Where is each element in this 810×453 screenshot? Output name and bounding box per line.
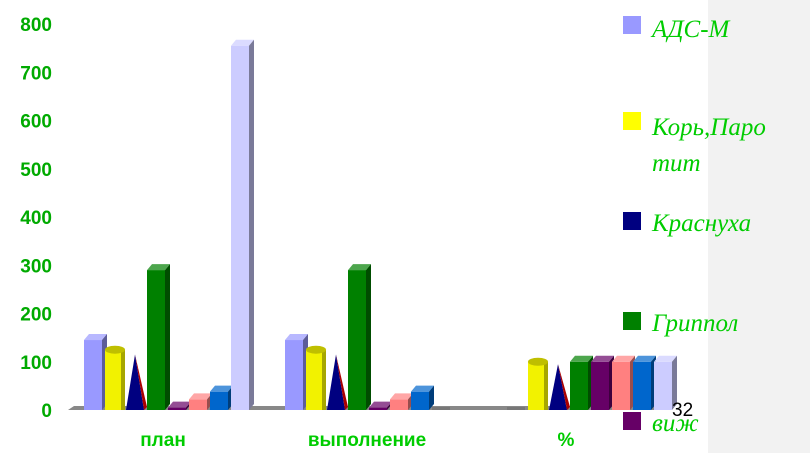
bar xyxy=(231,39,254,411)
bar xyxy=(105,345,125,410)
bar xyxy=(306,345,326,410)
bar xyxy=(549,364,570,410)
bar xyxy=(633,355,656,410)
y-tick-label: 300 xyxy=(20,256,52,277)
x-category-label: выполнение xyxy=(308,430,426,451)
bar xyxy=(570,355,593,410)
bar xyxy=(612,355,635,410)
legend-label: АДС-М xyxy=(652,16,730,43)
slide-number: 32 xyxy=(672,400,694,421)
bar xyxy=(348,264,371,410)
y-tick-label: 100 xyxy=(20,353,52,374)
legend-label: виж xyxy=(652,410,699,437)
y-tick-label: 700 xyxy=(20,63,52,84)
y-tick-label: 400 xyxy=(20,208,52,229)
bar xyxy=(432,407,450,410)
legend-label: Корь,Паро тит xyxy=(652,114,766,177)
bar xyxy=(126,354,147,410)
legend-label: Гриппол xyxy=(652,310,739,337)
x-category-label: % xyxy=(558,430,575,451)
y-axis-ticks: 0 100 200 300 400 500 600 700 800 xyxy=(20,15,52,422)
legend-swatch xyxy=(623,212,641,230)
bar xyxy=(654,355,677,410)
y-tick-label: 600 xyxy=(20,112,52,133)
legend-swatch xyxy=(623,112,641,130)
y-tick-label: 800 xyxy=(20,15,52,36)
side-strip xyxy=(708,0,810,453)
bar xyxy=(507,407,525,410)
bar xyxy=(327,354,348,410)
y-tick-label: 0 xyxy=(41,401,52,422)
bar xyxy=(591,355,614,410)
bar xyxy=(210,385,233,410)
bars xyxy=(84,39,677,411)
bar xyxy=(189,393,212,410)
y-tick-label: 200 xyxy=(20,305,52,326)
y-tick-label: 500 xyxy=(20,160,52,181)
legend-swatch xyxy=(623,412,641,430)
x-category-label: план xyxy=(140,430,186,451)
bar xyxy=(528,357,548,410)
bar xyxy=(84,334,107,410)
legend-swatch xyxy=(623,16,641,34)
bar xyxy=(390,393,413,410)
x-axis-categories: план выполнение% xyxy=(140,430,574,451)
bar xyxy=(285,334,308,410)
bar xyxy=(147,264,170,410)
legend-swatch xyxy=(623,312,641,330)
bar xyxy=(411,385,434,410)
legend-label: Краснуха xyxy=(652,210,752,237)
